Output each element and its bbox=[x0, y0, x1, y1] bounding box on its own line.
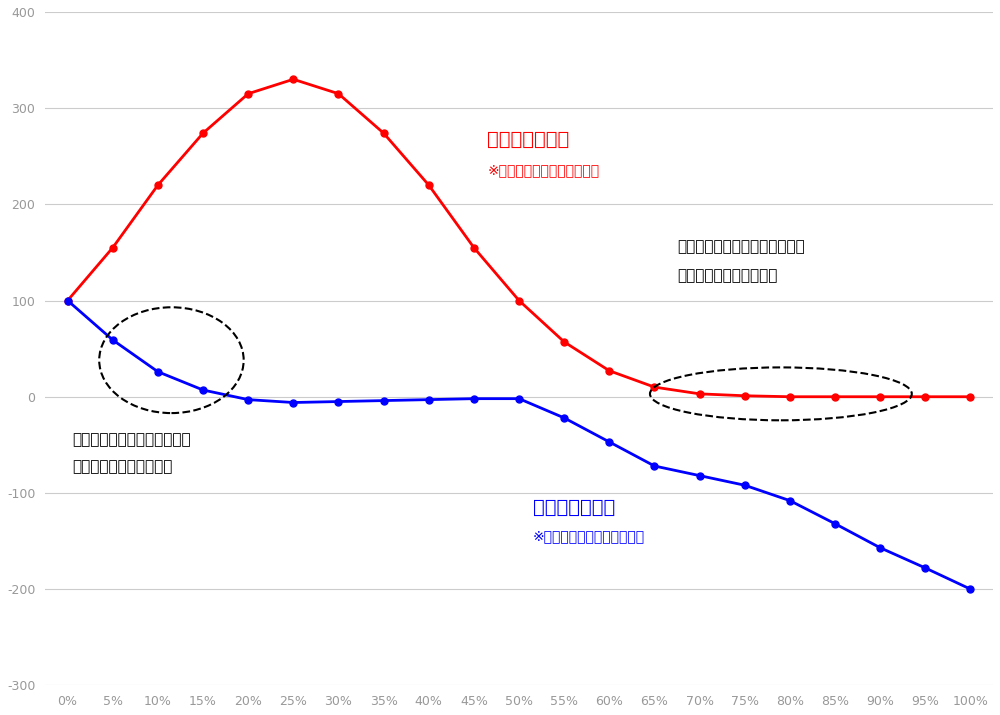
Text: 破産に追い込まれている: 破産に追い込まれている bbox=[677, 268, 777, 283]
Text: ※勝てば２倍　負ければ等倍: ※勝てば２倍 負ければ等倍 bbox=[487, 164, 600, 177]
Text: ※勝てば等倍　負ければ２倍: ※勝てば等倍 負ければ２倍 bbox=[533, 529, 645, 543]
Text: 相場を読み間違えていても、: 相場を読み間違えていても、 bbox=[72, 432, 191, 447]
Text: 破産には至っていない。: 破産には至っていない。 bbox=[72, 459, 173, 474]
Text: 相場の方向性を捉えていても、: 相場の方向性を捉えていても、 bbox=[677, 240, 805, 255]
Text: 裏に賓けた場合: 裏に賓けた場合 bbox=[533, 498, 615, 517]
Text: 表に賓けた場合: 表に賓けた場合 bbox=[487, 129, 570, 149]
